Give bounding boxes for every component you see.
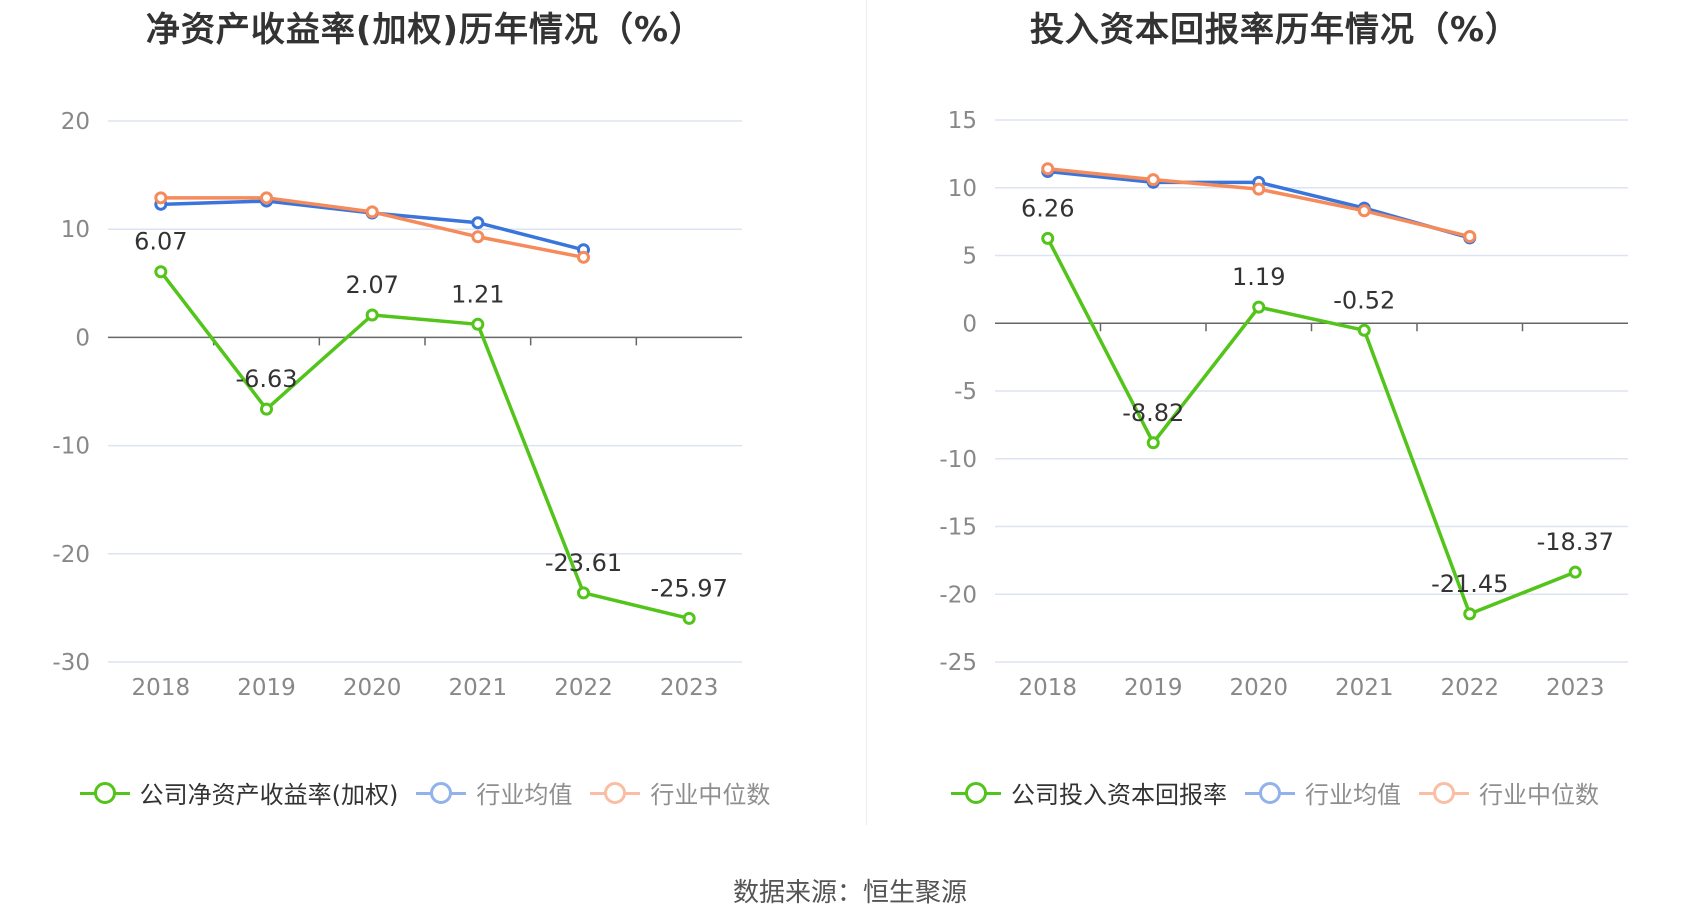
x-tick-label: 2022 <box>1440 675 1499 701</box>
data-point-company <box>154 265 168 279</box>
data-label: 6.07 <box>134 228 187 256</box>
data-point-industry-median <box>1041 162 1055 176</box>
data-label: -25.97 <box>650 574 727 602</box>
y-tick-label: 10 <box>61 217 90 243</box>
y-tick-label: -30 <box>52 650 90 676</box>
data-point-company <box>682 611 696 625</box>
data-point-company <box>1463 607 1477 621</box>
data-point-company <box>365 308 379 322</box>
data-point-company <box>1568 565 1582 579</box>
y-tick-label: -5 <box>954 379 977 405</box>
legend-item-industry-median[interactable]: 行业中位数 <box>590 775 770 810</box>
series-line-company <box>159 270 690 621</box>
roe-line-chart: 20 10 0 -10 -20 -30 2018 2019 2020 2021 2022 2023 6.… <box>52 109 742 701</box>
x-tick-label: 2021 <box>449 675 508 701</box>
data-point-industry-median <box>1463 230 1477 244</box>
y-tick-label: -10 <box>52 434 90 460</box>
x-tick-label: 2018 <box>132 675 191 701</box>
x-tick-label: 2019 <box>237 675 296 701</box>
data-point-company <box>471 317 485 331</box>
legend-item-industry-median[interactable]: 行业中位数 <box>1419 775 1599 810</box>
legend-label: 行业均值 <box>1305 781 1401 809</box>
data-point-industry-median <box>1252 182 1266 196</box>
y-tick-label: 0 <box>962 311 977 337</box>
data-label: -0.52 <box>1333 286 1395 314</box>
legend-item-company-roe[interactable]: 公司净资产收益率(加权) <box>79 775 399 810</box>
data-point-company <box>577 586 590 600</box>
data-label: -21.45 <box>1431 570 1508 598</box>
roic-chart-panel: 投入资本回报率历年情况（%） 15 10 5 0 -5 -10 -15 -20 -25 2018 2… <box>850 0 1700 830</box>
data-point-industry-median <box>577 250 590 264</box>
legend-item-industry-avg[interactable]: 行业均值 <box>416 775 572 810</box>
data-label: -23.61 <box>545 549 622 577</box>
data-point-industry-median <box>1146 173 1160 187</box>
data-label: -18.37 <box>1537 528 1614 556</box>
y-tick-label: -25 <box>939 650 977 676</box>
data-point-industry-avg <box>471 216 485 230</box>
data-point-industry-median <box>1357 204 1371 218</box>
x-tick-label: 2020 <box>343 675 402 701</box>
legend-label: 公司投入资本回报率 <box>1011 781 1227 809</box>
y-tick-label: -20 <box>939 582 977 608</box>
data-point-industry-median <box>471 230 485 244</box>
data-point-company <box>260 402 273 416</box>
legend-label: 行业均值 <box>476 781 573 809</box>
x-tick-label: 2023 <box>660 675 719 701</box>
data-point-industry-median <box>260 191 273 205</box>
data-point-company <box>1041 231 1055 245</box>
legend-swatch-green <box>951 781 1001 805</box>
data-label: 1.21 <box>451 280 504 308</box>
x-tick-label: 2019 <box>1124 675 1183 701</box>
panel-divider <box>866 0 867 825</box>
x-tick-label: 2021 <box>1335 675 1394 701</box>
x-tick-label: 2022 <box>554 675 613 701</box>
series-line-company <box>1046 237 1576 616</box>
y-tick-label: 5 <box>962 244 977 270</box>
legend-label: 行业中位数 <box>1479 781 1599 809</box>
data-point-company <box>1252 300 1266 314</box>
legend-swatch-blue <box>416 781 467 805</box>
y-tick-label: -15 <box>939 515 977 541</box>
y-tick-label: 15 <box>948 108 977 134</box>
legend-swatch-orange <box>590 781 641 805</box>
data-label: 1.19 <box>1232 263 1285 291</box>
legend-swatch-orange <box>1419 781 1469 805</box>
data-source: 数据来源：恒生聚源 <box>732 878 967 908</box>
data-point-company <box>1146 436 1160 450</box>
data-label: -6.63 <box>235 365 297 393</box>
legend-label: 行业中位数 <box>650 781 771 809</box>
x-tick-label: 2018 <box>1018 675 1077 701</box>
chart-title: 投入资本回报率历年情况（%） <box>1029 10 1521 50</box>
data-label: -8.82 <box>1122 399 1184 427</box>
data-point-industry-median <box>154 191 168 205</box>
data-label: 2.07 <box>345 271 398 299</box>
chart-title: 净资产收益率(加权)历年情况（%） <box>145 10 705 50</box>
y-tick-label: 20 <box>61 109 90 135</box>
roic-line-chart: 15 10 5 0 -5 -10 -15 -20 -25 2018 2019 2020 2021 2022… <box>939 108 1628 701</box>
legend-swatch-green <box>79 781 130 805</box>
legend-label: 公司净资产收益率(加权) <box>139 781 399 809</box>
legend: 公司净资产收益率(加权) 行业均值 行业中位数 <box>0 775 850 810</box>
data-point-company <box>1357 323 1371 337</box>
y-tick-label: -20 <box>52 542 90 568</box>
legend-swatch-blue <box>1245 781 1295 805</box>
legend-item-company-roic[interactable]: 公司投入资本回报率 <box>951 775 1227 810</box>
y-tick-label: 0 <box>75 325 90 351</box>
y-tick-label: 10 <box>948 176 977 202</box>
x-tick-label: 2020 <box>1229 675 1288 701</box>
y-tick-label: -10 <box>939 447 977 473</box>
data-label: 6.26 <box>1021 194 1074 222</box>
legend: 公司投入资本回报率 行业均值 行业中位数 <box>850 775 1700 810</box>
legend-item-industry-avg[interactable]: 行业均值 <box>1245 775 1401 810</box>
x-tick-label: 2023 <box>1546 675 1605 701</box>
roe-chart-panel: 净资产收益率(加权)历年情况（%） 20 10 0 -10 -20 -30 2018 2019… <box>0 0 850 830</box>
data-point-industry-median <box>365 205 379 219</box>
